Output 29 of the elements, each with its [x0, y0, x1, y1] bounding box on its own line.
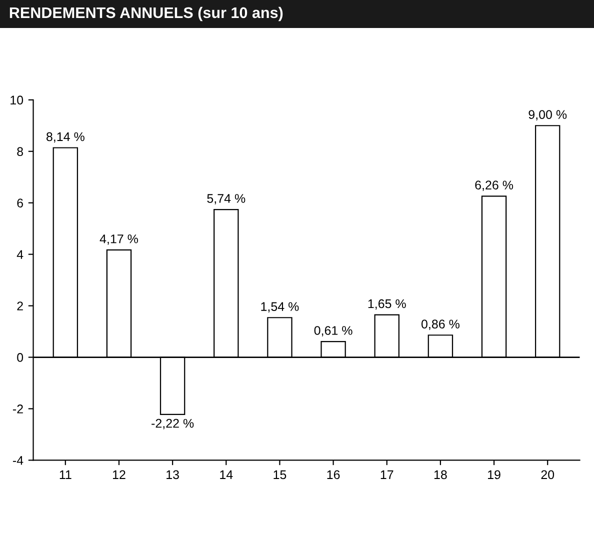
y-tick-label: 0 — [17, 353, 24, 362]
data-label: 4,17 % — [100, 234, 138, 245]
data-label: 5,74 % — [207, 194, 246, 204]
x-tick-label: 13 — [166, 470, 179, 480]
x-tick-label: 12 — [112, 470, 126, 479]
y-tick-label: 4 — [16, 250, 24, 259]
x-tick-label: 18 — [434, 470, 447, 480]
x-tick-label: 19 — [488, 470, 500, 480]
x-tick-label: 15 — [274, 470, 286, 480]
chart-title: RENDEMENTS ANNUELS (sur 10 ans) — [10, 6, 283, 22]
y-tick-label: 8 — [17, 147, 23, 156]
x-tick-label: 16 — [327, 470, 340, 480]
data-label: 8,14 % — [46, 132, 84, 143]
x-tick-label: 17 — [380, 470, 394, 479]
y-tick-label: 2 — [17, 302, 23, 310]
y-tick-label: 10 — [10, 96, 24, 105]
data-label: 1,54 % — [261, 302, 299, 312]
data-label: 1,65 % — [368, 299, 406, 310]
data-label: -2,22 % — [152, 418, 194, 430]
y-tick-label: 6 — [17, 198, 23, 208]
data-label: 6,26 % — [475, 180, 514, 191]
data-label: 9,00 % — [528, 110, 567, 120]
x-tick-label: 11 — [60, 470, 72, 479]
data-label: 0,86 % — [421, 320, 460, 330]
x-tick-label: 20 — [541, 470, 554, 480]
data-label: 0,61 % — [314, 326, 352, 336]
y-tick-label: -4 — [12, 456, 24, 465]
y-tick-label: -2 — [12, 404, 23, 414]
x-tick-label: 14 — [220, 470, 233, 479]
